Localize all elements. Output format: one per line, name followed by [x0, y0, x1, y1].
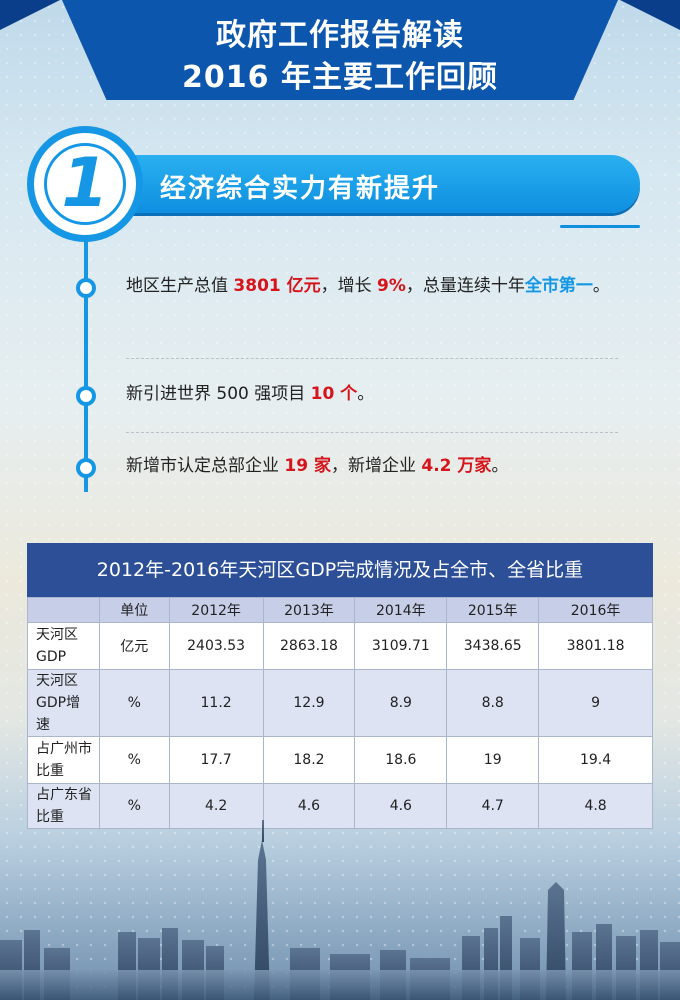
- value-cell: 9: [538, 669, 653, 737]
- bullet-text: 。: [357, 384, 375, 404]
- value-cell: 11.2: [168, 669, 264, 737]
- table-header-cell: 2014年: [354, 597, 448, 623]
- value-cell: 3801.18: [538, 622, 653, 670]
- timeline-dot: [76, 278, 96, 298]
- bullet-text: ，新增企业: [330, 456, 422, 476]
- bullet-text: ，增长: [320, 276, 378, 296]
- value-cell: 2403.53: [168, 622, 264, 670]
- value-cell: 18.2: [262, 736, 356, 784]
- table-row: 天河区 GDP增速 % 11.2 12.9 8.9 8.8 9: [27, 669, 653, 737]
- highlight-value: 4.2 万家: [421, 456, 492, 476]
- value-cell: 2863.18: [262, 622, 356, 670]
- value-cell: 3438.65: [446, 622, 540, 670]
- table-header-cell: 2012年: [168, 597, 264, 623]
- bullet-text: ，总量连续十年: [405, 276, 525, 296]
- divider: [126, 432, 618, 433]
- table-row: 天河区 GDP 亿元 2403.53 2863.18 3109.71 3438.6…: [27, 622, 653, 670]
- value-cell: 4.6: [354, 783, 448, 829]
- section-heading-underline: [560, 225, 640, 228]
- value-cell: 4.8: [538, 783, 653, 829]
- section-number: 1: [61, 144, 109, 223]
- highlight-value: 3801 亿元: [233, 276, 321, 296]
- timeline-dot: [76, 458, 96, 478]
- section-number-badge-ring: [44, 143, 126, 225]
- value-cell: 18.6: [354, 736, 448, 784]
- timeline-line: [84, 236, 88, 492]
- value-cell: 19.4: [538, 736, 653, 784]
- row-label: 占广州市 比重: [27, 736, 100, 784]
- bullet-text: 。: [592, 276, 610, 296]
- value-cell: 4.6: [262, 783, 356, 829]
- value-cell: 4.2: [168, 783, 264, 829]
- unit-cell: %: [98, 669, 170, 737]
- value-cell: 8.8: [446, 669, 540, 737]
- table-header-cell: [27, 597, 100, 623]
- value-cell: 19: [446, 736, 540, 784]
- page-title-line2: 2016 年主要工作回顾: [182, 60, 498, 95]
- gdp-table: 单位 2012年 2013年 2014年 2015年 2016年 天河区 GDP …: [27, 597, 653, 829]
- table-header-cell: 2015年: [446, 597, 540, 623]
- bullet-text: 。: [491, 456, 509, 476]
- bullet-text: 地区生产总值: [126, 276, 234, 296]
- table-header-cell: 2016年: [538, 597, 653, 623]
- unit-cell: %: [98, 736, 170, 784]
- timeline-dot: [76, 386, 96, 406]
- table-row: 占广州市 比重 % 17.7 18.2 18.6 19 19.4: [27, 736, 653, 784]
- table-title: 2012年-2016年天河区GDP完成情况及占全市、全省比重: [27, 543, 653, 597]
- bullet-gdp: 地区生产总值 3801 亿元，增长 9%，总量连续十年全市第一。: [126, 270, 616, 302]
- highlight-value: 10 个: [310, 384, 358, 404]
- header-banner: [62, 0, 618, 100]
- row-label: 天河区 GDP增速: [27, 669, 100, 737]
- section-heading-bar: [96, 155, 640, 213]
- table-header-cell: 单位: [98, 597, 170, 623]
- section-title: 经济综合实力有新提升: [160, 174, 441, 204]
- city-skyline-illustration: [0, 820, 680, 1000]
- table-row: 占广东省 比重 % 4.2 4.6 4.6 4.7 4.8: [27, 783, 653, 829]
- row-label: 天河区 GDP: [27, 622, 100, 670]
- unit-cell: %: [98, 783, 170, 829]
- bullet-text: 新引进世界 500 强项目: [126, 384, 311, 404]
- unit-cell: 亿元: [98, 622, 170, 670]
- page-title-line1: 政府工作报告解读: [216, 18, 464, 53]
- bullet-enterprises: 新增市认定总部企业 19 家，新增企业 4.2 万家。: [126, 450, 616, 482]
- value-cell: 3109.71: [354, 622, 448, 670]
- bullet-text: 新增市认定总部企业: [126, 456, 285, 476]
- highlight-value: 9%: [377, 276, 406, 296]
- table-header-cell: 2013年: [262, 597, 356, 623]
- highlight-value: 19 家: [284, 456, 331, 476]
- row-label: 占广东省 比重: [27, 783, 100, 829]
- divider: [126, 358, 618, 359]
- highlight-value: 全市第一: [524, 276, 593, 296]
- table-header-row: 单位 2012年 2013年 2014年 2015年 2016年: [27, 597, 653, 623]
- value-cell: 17.7: [168, 736, 264, 784]
- value-cell: 8.9: [354, 669, 448, 737]
- value-cell: 12.9: [262, 669, 356, 737]
- value-cell: 4.7: [446, 783, 540, 829]
- bullet-fortune500: 新引进世界 500 强项目 10 个。: [126, 378, 616, 410]
